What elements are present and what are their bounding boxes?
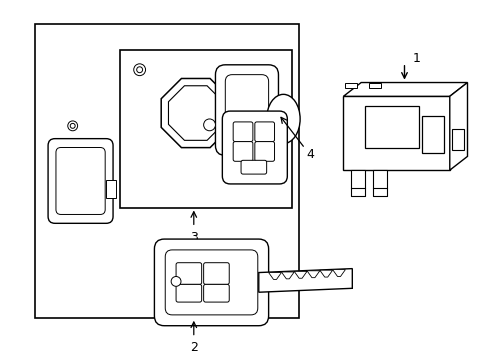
Circle shape xyxy=(68,121,78,131)
FancyBboxPatch shape xyxy=(56,148,105,215)
Polygon shape xyxy=(306,271,319,278)
Bar xyxy=(451,129,463,150)
Bar xyxy=(368,82,380,89)
FancyBboxPatch shape xyxy=(254,141,274,161)
FancyBboxPatch shape xyxy=(215,65,278,156)
Bar xyxy=(35,24,299,318)
Text: 2: 2 xyxy=(189,341,197,354)
Text: 4: 4 xyxy=(305,148,313,161)
Polygon shape xyxy=(281,272,294,279)
Polygon shape xyxy=(332,270,345,276)
Bar xyxy=(372,170,386,188)
Polygon shape xyxy=(161,78,230,148)
Polygon shape xyxy=(449,82,467,170)
FancyBboxPatch shape xyxy=(203,284,229,302)
Text: 3: 3 xyxy=(189,231,197,244)
FancyBboxPatch shape xyxy=(254,122,274,141)
FancyBboxPatch shape xyxy=(222,111,287,184)
Polygon shape xyxy=(258,269,351,292)
Circle shape xyxy=(137,67,142,73)
Ellipse shape xyxy=(266,94,300,144)
FancyBboxPatch shape xyxy=(48,139,113,223)
Bar xyxy=(365,106,418,148)
Bar xyxy=(106,180,116,198)
Bar xyxy=(120,50,292,208)
Polygon shape xyxy=(268,273,281,279)
Bar xyxy=(421,116,443,153)
Bar xyxy=(343,96,449,170)
Polygon shape xyxy=(294,271,306,278)
Bar xyxy=(350,170,365,188)
FancyBboxPatch shape xyxy=(233,122,252,141)
FancyBboxPatch shape xyxy=(241,160,266,174)
Circle shape xyxy=(133,64,145,76)
FancyBboxPatch shape xyxy=(225,75,268,145)
Circle shape xyxy=(203,119,215,131)
FancyBboxPatch shape xyxy=(154,239,268,326)
Polygon shape xyxy=(343,82,467,96)
Circle shape xyxy=(70,123,75,128)
Polygon shape xyxy=(319,270,332,277)
Bar xyxy=(345,82,357,89)
FancyBboxPatch shape xyxy=(233,141,252,161)
FancyBboxPatch shape xyxy=(165,250,257,315)
FancyBboxPatch shape xyxy=(176,284,201,302)
Text: 1: 1 xyxy=(411,53,419,66)
Circle shape xyxy=(171,276,181,286)
FancyBboxPatch shape xyxy=(203,263,229,284)
FancyBboxPatch shape xyxy=(176,263,201,284)
Polygon shape xyxy=(168,86,223,140)
